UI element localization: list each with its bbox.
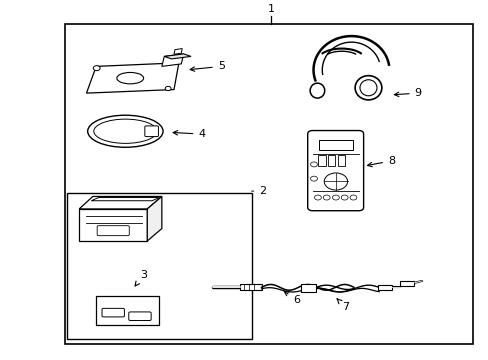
Text: 9: 9 <box>393 88 421 98</box>
Bar <box>239 284 261 290</box>
Circle shape <box>165 86 171 91</box>
Text: 6: 6 <box>284 291 300 305</box>
Circle shape <box>93 66 100 71</box>
Text: 4: 4 <box>173 129 205 139</box>
Ellipse shape <box>87 115 163 147</box>
Text: 8: 8 <box>367 156 394 167</box>
Text: 7: 7 <box>336 299 348 312</box>
Bar <box>96 296 159 325</box>
FancyBboxPatch shape <box>128 312 151 320</box>
Circle shape <box>324 173 347 190</box>
Circle shape <box>349 195 356 200</box>
Circle shape <box>341 195 347 200</box>
Polygon shape <box>174 49 182 54</box>
Ellipse shape <box>309 83 324 98</box>
Polygon shape <box>164 54 191 59</box>
FancyBboxPatch shape <box>102 309 124 317</box>
Circle shape <box>323 195 329 200</box>
FancyBboxPatch shape <box>97 226 129 236</box>
Bar <box>399 280 413 285</box>
Circle shape <box>310 176 317 181</box>
Bar <box>67 193 251 339</box>
Ellipse shape <box>94 119 157 143</box>
Bar <box>327 156 335 166</box>
Text: 2: 2 <box>251 186 265 196</box>
Bar <box>377 285 391 290</box>
Polygon shape <box>86 63 179 93</box>
Ellipse shape <box>359 80 376 96</box>
Circle shape <box>310 162 317 167</box>
FancyBboxPatch shape <box>307 131 363 211</box>
Text: 1: 1 <box>267 4 274 14</box>
Bar <box>64 24 472 345</box>
Circle shape <box>332 195 339 200</box>
FancyBboxPatch shape <box>144 126 158 136</box>
Polygon shape <box>79 197 162 209</box>
Text: 5: 5 <box>190 62 224 71</box>
Polygon shape <box>162 54 183 66</box>
Bar <box>318 156 325 166</box>
Ellipse shape <box>117 72 143 84</box>
Polygon shape <box>91 198 159 201</box>
Text: 3: 3 <box>135 270 147 286</box>
Circle shape <box>314 195 321 200</box>
Bar <box>318 140 352 150</box>
Bar <box>301 284 315 292</box>
Polygon shape <box>147 197 162 241</box>
Bar <box>337 156 345 166</box>
Polygon shape <box>79 209 147 241</box>
Ellipse shape <box>354 76 381 100</box>
